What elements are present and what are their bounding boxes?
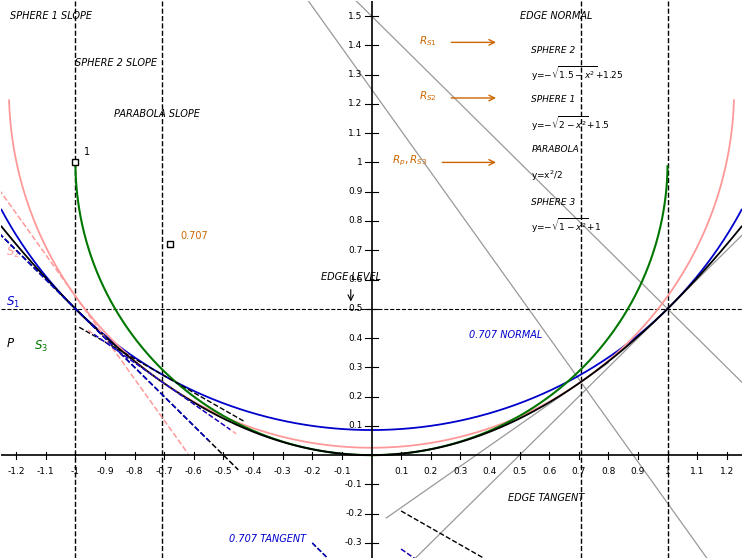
Text: $S_1$: $S_1$ bbox=[6, 295, 20, 310]
Text: -1.1: -1.1 bbox=[37, 467, 55, 476]
Text: 0.707 NORMAL: 0.707 NORMAL bbox=[470, 330, 542, 340]
Text: 1: 1 bbox=[357, 158, 363, 167]
Text: -0.5: -0.5 bbox=[215, 467, 233, 476]
Text: y=$-\sqrt{2-x^2}$+1.5: y=$-\sqrt{2-x^2}$+1.5 bbox=[531, 114, 610, 132]
Text: -0.2: -0.2 bbox=[345, 509, 363, 518]
Text: SPHERE 1 SLOPE: SPHERE 1 SLOPE bbox=[10, 11, 92, 21]
Text: 1.1: 1.1 bbox=[348, 129, 363, 138]
Text: 1.2: 1.2 bbox=[348, 100, 363, 108]
Text: -0.7: -0.7 bbox=[155, 467, 173, 476]
Text: 1.5: 1.5 bbox=[348, 12, 363, 21]
Text: SPHERE 3: SPHERE 3 bbox=[531, 198, 576, 207]
Text: $S_3$: $S_3$ bbox=[34, 339, 48, 354]
Text: 0.8: 0.8 bbox=[348, 216, 363, 225]
Text: 1: 1 bbox=[84, 147, 91, 157]
Text: 0.3: 0.3 bbox=[348, 363, 363, 372]
Text: EDGE LEVEL: EDGE LEVEL bbox=[321, 272, 380, 282]
Text: 0.707 TANGENT: 0.707 TANGENT bbox=[230, 533, 306, 543]
Text: 1.2: 1.2 bbox=[720, 467, 734, 476]
Text: -1.2: -1.2 bbox=[7, 467, 25, 476]
Text: 0.2: 0.2 bbox=[424, 467, 438, 476]
Text: 0.9: 0.9 bbox=[348, 187, 363, 196]
Text: 0.5: 0.5 bbox=[348, 304, 363, 313]
Text: $S_2$: $S_2$ bbox=[6, 245, 20, 260]
Text: 0.1: 0.1 bbox=[394, 467, 409, 476]
Text: 0.3: 0.3 bbox=[453, 467, 467, 476]
Text: y=$-\sqrt{1.5-x^2}$+1.25: y=$-\sqrt{1.5-x^2}$+1.25 bbox=[531, 64, 624, 83]
Text: 0.707: 0.707 bbox=[181, 230, 208, 240]
Text: 0.6: 0.6 bbox=[542, 467, 557, 476]
Text: -0.3: -0.3 bbox=[345, 538, 363, 547]
Text: -0.4: -0.4 bbox=[244, 467, 262, 476]
Text: -1: -1 bbox=[71, 467, 80, 476]
Text: SPHERE 1: SPHERE 1 bbox=[531, 96, 576, 105]
Text: 0.4: 0.4 bbox=[348, 334, 363, 343]
Text: y=x$^2$/2: y=x$^2$/2 bbox=[531, 168, 563, 182]
Text: 0.6: 0.6 bbox=[348, 275, 363, 284]
Text: 0.4: 0.4 bbox=[483, 467, 497, 476]
Text: 0.1: 0.1 bbox=[348, 421, 363, 430]
Text: 0.5: 0.5 bbox=[513, 467, 527, 476]
Text: -0.1: -0.1 bbox=[345, 480, 363, 489]
Text: -0.1: -0.1 bbox=[333, 467, 351, 476]
Text: -0.2: -0.2 bbox=[304, 467, 321, 476]
Text: $R_p, R_{S3}$: $R_p, R_{S3}$ bbox=[392, 154, 428, 168]
Text: SPHERE 2 SLOPE: SPHERE 2 SLOPE bbox=[75, 58, 158, 68]
Text: 1.1: 1.1 bbox=[690, 467, 704, 476]
Text: PARABOLA: PARABOLA bbox=[531, 145, 579, 154]
Text: -0.6: -0.6 bbox=[185, 467, 203, 476]
Text: 1: 1 bbox=[665, 467, 670, 476]
Text: 0.8: 0.8 bbox=[601, 467, 615, 476]
Text: EDGE TANGENT: EDGE TANGENT bbox=[507, 492, 584, 503]
Text: 0.7: 0.7 bbox=[571, 467, 586, 476]
Text: y=$-\sqrt{1-x^2}$+1: y=$-\sqrt{1-x^2}$+1 bbox=[531, 217, 602, 235]
Text: $P$: $P$ bbox=[6, 337, 15, 350]
Text: 0.9: 0.9 bbox=[631, 467, 645, 476]
Text: EDGE NORMAL: EDGE NORMAL bbox=[519, 11, 592, 21]
Text: -0.3: -0.3 bbox=[274, 467, 291, 476]
Text: $R_{S1}$: $R_{S1}$ bbox=[419, 34, 437, 48]
Text: 0.7: 0.7 bbox=[348, 246, 363, 255]
Text: -0.9: -0.9 bbox=[96, 467, 114, 476]
Text: 1.4: 1.4 bbox=[348, 41, 363, 50]
Text: 1.3: 1.3 bbox=[348, 70, 363, 79]
Text: -0.8: -0.8 bbox=[126, 467, 143, 476]
Text: PARABOLA SLOPE: PARABOLA SLOPE bbox=[114, 109, 200, 119]
Text: 0.2: 0.2 bbox=[348, 392, 363, 401]
Text: $R_{S2}$: $R_{S2}$ bbox=[419, 89, 437, 103]
Text: SPHERE 2: SPHERE 2 bbox=[531, 46, 576, 55]
